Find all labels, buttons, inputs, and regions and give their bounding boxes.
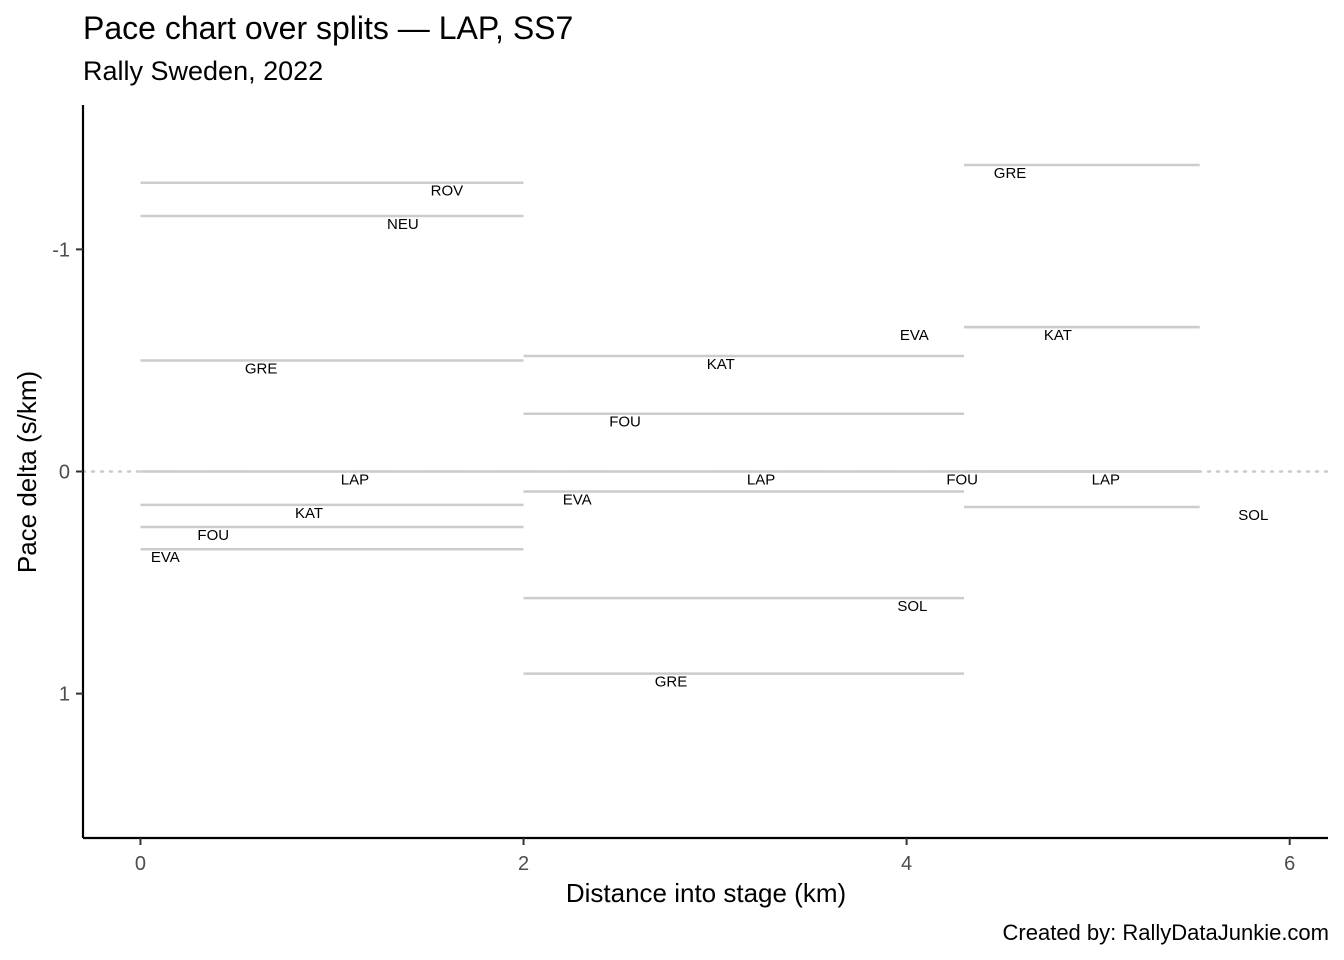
driver-label-layer: ROV NEU GRE LAP KAT FOU EVA KAT FOU LAP EVA SOL GRE G… xyxy=(151,165,1268,691)
driver-label-lap: LAP xyxy=(341,472,369,489)
y-axis-title: Pace delta (s/km) xyxy=(12,371,42,573)
chart-caption: Created by: RallyDataJunkie.com xyxy=(1002,920,1329,945)
driver-label-kat: KAT xyxy=(295,505,323,522)
driver-label-kat: KAT xyxy=(707,356,735,373)
x-tick-label: 2 xyxy=(518,853,529,875)
driver-label-neu: NEU xyxy=(387,216,419,233)
x-axis-title: Distance into stage (km) xyxy=(566,878,846,908)
axes: 0 2 4 6 -1 0 1 xyxy=(52,105,1328,875)
driver-label-sol: SOL xyxy=(897,598,927,615)
y-tick-label: 0 xyxy=(59,462,70,484)
driver-label-kat: KAT xyxy=(1044,327,1072,344)
y-tick-label: -1 xyxy=(52,239,70,261)
driver-label-fou: FOU xyxy=(609,414,641,431)
x-tick-label: 4 xyxy=(901,853,912,875)
driver-label-rov: ROV xyxy=(431,183,464,200)
driver-label-fou: FOU xyxy=(946,472,978,489)
driver-label-sol: SOL xyxy=(1238,507,1268,524)
driver-label-eva: EVA xyxy=(563,491,592,508)
x-tick-label: 0 xyxy=(135,853,146,875)
x-tick-label: 6 xyxy=(1284,853,1295,875)
y-tick-label: 1 xyxy=(59,684,70,706)
chart-subtitle: Rally Sweden, 2022 xyxy=(83,56,324,86)
driver-label-gre: GRE xyxy=(245,360,278,377)
driver-label-lap: LAP xyxy=(747,472,775,489)
segment-layer xyxy=(140,163,1200,675)
chart-title: Pace chart over splits — LAP, SS7 xyxy=(83,10,574,46)
driver-label-eva: EVA xyxy=(151,549,180,566)
driver-label-eva: EVA xyxy=(900,327,929,344)
driver-label-fou: FOU xyxy=(197,527,229,544)
driver-label-gre: GRE xyxy=(655,674,688,691)
driver-label-lap: LAP xyxy=(1092,472,1120,489)
driver-label-gre: GRE xyxy=(994,165,1027,182)
